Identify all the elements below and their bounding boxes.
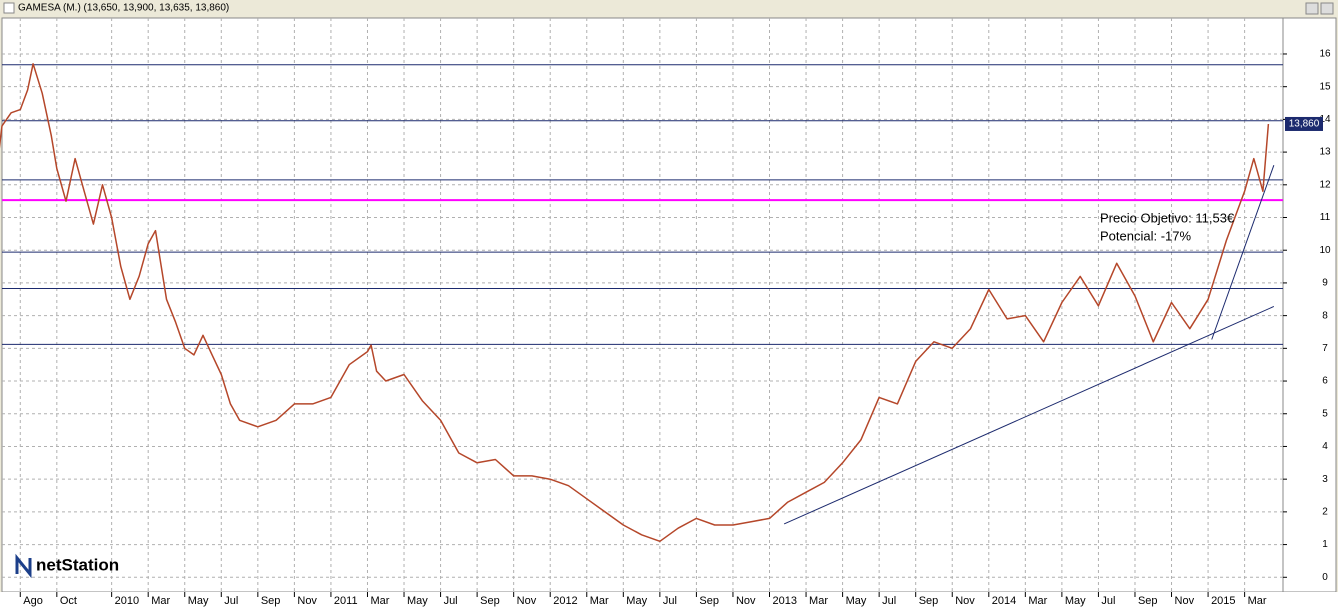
y-axis-area: [1282, 17, 1337, 593]
x-tick-label: Nov: [736, 595, 756, 607]
y-tick-label: 11: [1320, 212, 1331, 223]
y-tick-label: 0: [1322, 572, 1328, 583]
chart-title: GAMESA (M.) (13,650, 13,900, 13,635, 13,…: [18, 3, 229, 14]
x-tick-label: May: [846, 595, 867, 607]
x-tick-label: Nov: [955, 595, 975, 607]
x-tick-label: Jul: [224, 595, 238, 607]
last-price-label: 13,860: [1289, 119, 1320, 130]
x-tick-label: 2012: [553, 595, 577, 607]
y-tick-label: 12: [1319, 179, 1331, 190]
x-tick-label: Mar: [809, 595, 828, 607]
x-tick-label: 2013: [773, 595, 797, 607]
trend-line: [783, 306, 1275, 525]
x-tick-label: Mar: [151, 595, 170, 607]
y-tick-label: 7: [1322, 343, 1328, 354]
y-tick-label: 14: [1319, 114, 1331, 125]
x-tick-label: May: [626, 595, 647, 607]
x-tick-label: Sep: [1138, 595, 1158, 607]
x-tick-label: Mar: [590, 595, 609, 607]
price-line: [0, 63, 1270, 543]
last-price-box: [1285, 116, 1323, 131]
x-tick-label: Sep: [480, 595, 500, 607]
x-tick-label: Nov: [1175, 595, 1195, 607]
maximize-button[interactable]: [1320, 2, 1334, 15]
x-tick-label: 2011: [334, 595, 358, 607]
y-tick-label: 15: [1319, 81, 1331, 92]
x-tick-label: Jul: [663, 595, 677, 607]
x-tick-label: Ago: [23, 595, 43, 607]
y-tick-label: 3: [1322, 474, 1328, 485]
y-tick-label: 1: [1322, 539, 1328, 550]
x-tick-label: Sep: [261, 595, 281, 607]
x-tick-label: Nov: [297, 595, 317, 607]
y-tick-label: 13: [1319, 147, 1331, 158]
x-axis-area: [0, 592, 1338, 610]
x-tick-label: Mar: [370, 595, 389, 607]
x-tick-label: Mar: [1248, 595, 1267, 607]
window-icon: [3, 2, 15, 14]
annotation: Potencial: -17%: [1100, 228, 1191, 243]
x-tick-label: Nov: [517, 595, 537, 607]
y-tick-label: 10: [1319, 245, 1331, 256]
logo: netStation: [36, 555, 119, 574]
x-tick-label: 2015: [1211, 595, 1235, 607]
x-tick-label: May: [188, 595, 209, 607]
x-tick-label: May: [407, 595, 428, 607]
y-tick-label: 4: [1322, 441, 1328, 452]
x-tick-label: Sep: [919, 595, 939, 607]
x-tick-label: Jul: [882, 595, 896, 607]
y-tick-label: 8: [1322, 310, 1328, 321]
trend-line: [1211, 165, 1275, 340]
plot-area: [1, 17, 1284, 593]
x-tick-label: 2014: [992, 595, 1016, 607]
logo-icon: [15, 553, 32, 579]
y-tick-label: 9: [1322, 278, 1328, 289]
y-tick-label: 6: [1322, 376, 1328, 387]
x-tick-label: 2010: [115, 595, 139, 607]
y-tick-label: 16: [1319, 49, 1331, 60]
y-tick-label: 5: [1322, 408, 1328, 419]
x-tick-label: Mar: [1028, 595, 1047, 607]
x-tick-label: Jul: [444, 595, 458, 607]
y-tick-label: 2: [1322, 507, 1328, 518]
annotation: Precio Objetivo: 11,53€: [1100, 210, 1235, 225]
x-tick-label: Oct: [60, 595, 77, 607]
x-tick-label: May: [1065, 595, 1086, 607]
x-tick-label: Sep: [699, 595, 719, 607]
minimize-button[interactable]: [1305, 2, 1319, 15]
title-bar: [0, 0, 1338, 16]
x-tick-label: Jul: [1101, 595, 1115, 607]
